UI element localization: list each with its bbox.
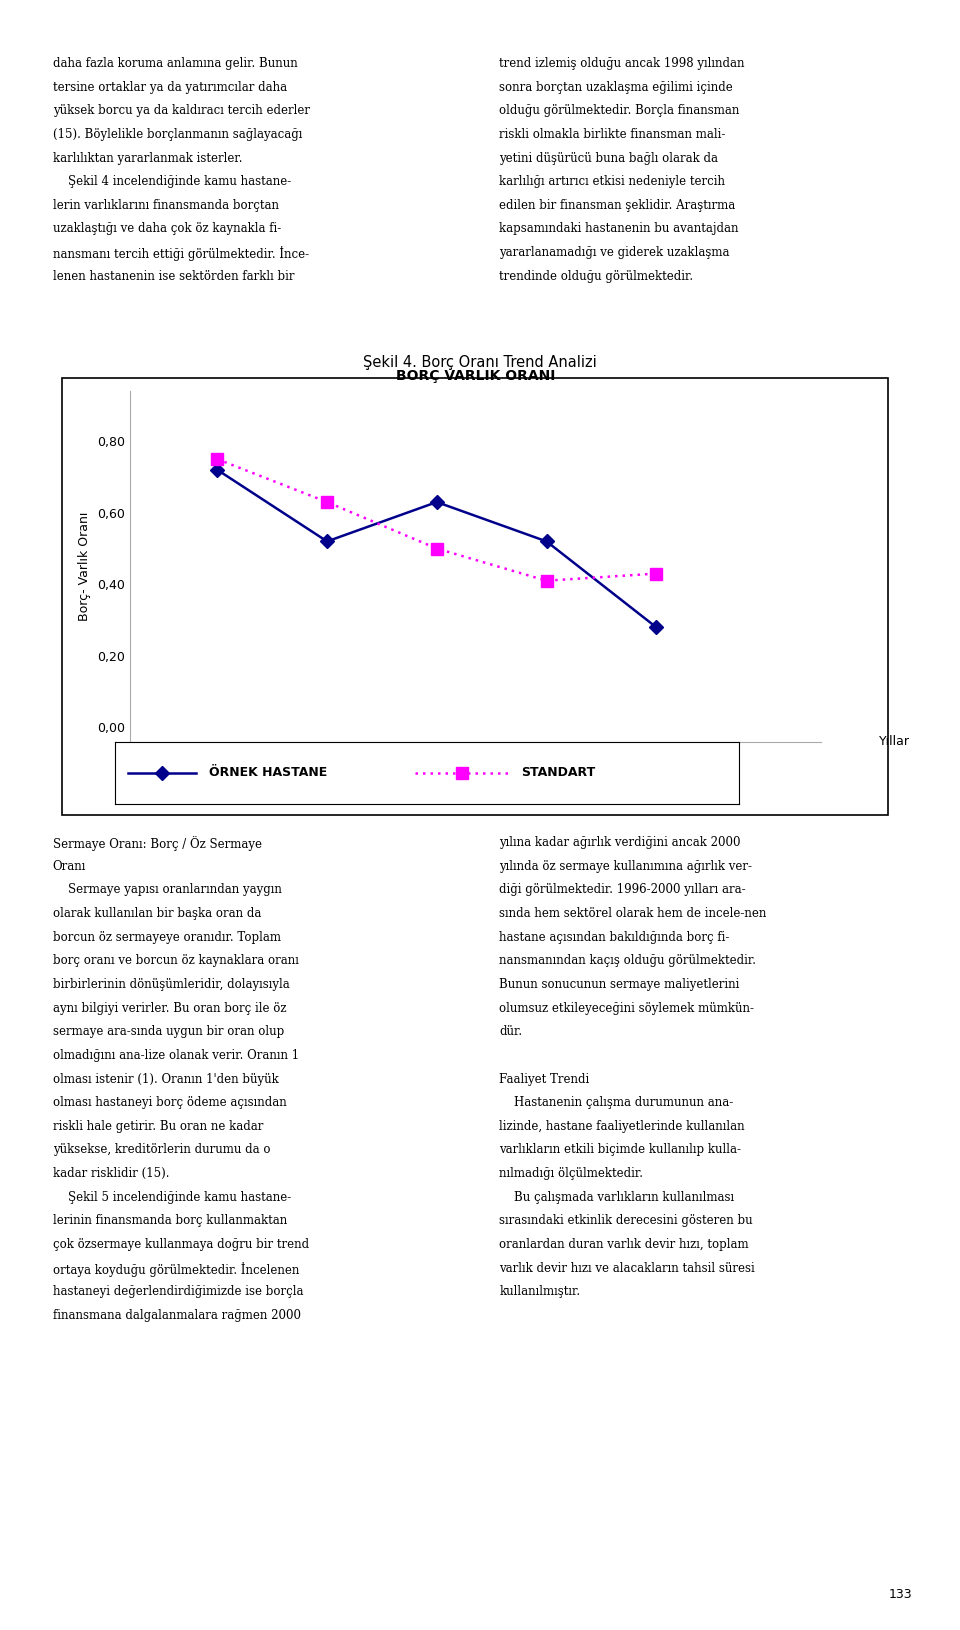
Text: sonra borçtan uzaklaşma eğilimi içinde: sonra borçtan uzaklaşma eğilimi içinde	[499, 80, 732, 93]
Text: hastane açısından bakıldığında borç fi-: hastane açısından bakıldığında borç fi-	[499, 931, 730, 944]
Text: 133: 133	[888, 1588, 912, 1601]
Text: hastaneyi değerlendirdiğimizde ise borçla: hastaneyi değerlendirdiğimizde ise borçl…	[53, 1284, 303, 1297]
Text: trend izlemiş olduğu ancak 1998 yılından: trend izlemiş olduğu ancak 1998 yılından	[499, 57, 745, 70]
Text: Şekil 5 incelendiğinde kamu hastane-: Şekil 5 incelendiğinde kamu hastane-	[53, 1190, 291, 1203]
Text: sırasındaki etkinlik derecesini gösteren bu: sırasındaki etkinlik derecesini gösteren…	[499, 1214, 753, 1227]
Text: riskli olmakla birlikte finansman mali-: riskli olmakla birlikte finansman mali-	[499, 127, 726, 140]
Text: borcun öz sermayeye oranıdır. Toplam: borcun öz sermayeye oranıdır. Toplam	[53, 931, 280, 944]
Y-axis label: Borç- Varlık Oranı: Borç- Varlık Oranı	[78, 512, 91, 621]
Text: olması hastaneyi borç ödeme açısından: olması hastaneyi borç ödeme açısından	[53, 1095, 286, 1108]
Text: lizinde, hastane faaliyetlerinde kullanılan: lizinde, hastane faaliyetlerinde kullanı…	[499, 1120, 745, 1133]
Text: kullanılmıştır.: kullanılmıştır.	[499, 1284, 581, 1297]
Text: varlıkların etkili biçimde kullanılıp kulla-: varlıkların etkili biçimde kullanılıp ku…	[499, 1144, 741, 1156]
Text: finansmana dalgalanmalara rağmen 2000: finansmana dalgalanmalara rağmen 2000	[53, 1309, 300, 1322]
Text: ortaya koyduğu görülmektedir. İncelenen: ortaya koyduğu görülmektedir. İncelenen	[53, 1262, 300, 1276]
Text: karlılıktan yararlanmak isterler.: karlılıktan yararlanmak isterler.	[53, 152, 242, 165]
Text: birbirlerinin dönüşümleridir, dolayısıyla: birbirlerinin dönüşümleridir, dolayısıyl…	[53, 978, 290, 991]
Text: edilen bir finansman şeklidir. Araştırma: edilen bir finansman şeklidir. Araştırma	[499, 199, 735, 212]
Text: çok özsermaye kullanmaya doğru bir trend: çok özsermaye kullanmaya doğru bir trend	[53, 1239, 309, 1250]
Title: BORÇ VARLIK ORANI: BORÇ VARLIK ORANI	[396, 368, 555, 383]
Text: Faaliyet Trendi: Faaliyet Trendi	[499, 1073, 589, 1086]
Text: Sermaye yapısı oranlarından yaygın: Sermaye yapısı oranlarından yaygın	[53, 883, 281, 896]
Text: olmadığını ana-lize olanak verir. Oranın 1: olmadığını ana-lize olanak verir. Oranın…	[53, 1050, 299, 1061]
Text: daha fazla koruma anlamına gelir. Bunun: daha fazla koruma anlamına gelir. Bunun	[53, 57, 298, 70]
Text: olduğu görülmektedir. Borçla finansman: olduğu görülmektedir. Borçla finansman	[499, 104, 739, 117]
Text: aynı bilgiyi verirler. Bu oran borç ile öz: aynı bilgiyi verirler. Bu oran borç ile …	[53, 1001, 286, 1014]
Text: Bu çalışmada varlıkların kullanılması: Bu çalışmada varlıkların kullanılması	[499, 1190, 734, 1203]
Text: Hastanenin çalışma durumunun ana-: Hastanenin çalışma durumunun ana-	[499, 1095, 733, 1108]
Text: trendinde olduğu görülmektedir.: trendinde olduğu görülmektedir.	[499, 269, 693, 282]
Text: borç oranı ve borcun öz kaynaklara oranı: borç oranı ve borcun öz kaynaklara oranı	[53, 954, 299, 967]
Text: dür.: dür.	[499, 1025, 522, 1038]
Text: Sermaye Oranı: Borç / Öz Sermaye: Sermaye Oranı: Borç / Öz Sermaye	[53, 836, 262, 851]
Text: olumsuz etkileyeceğini söylemek mümkün-: olumsuz etkileyeceğini söylemek mümkün-	[499, 1001, 755, 1014]
Text: yılında öz sermaye kullanımına ağırlık ver-: yılında öz sermaye kullanımına ağırlık v…	[499, 861, 753, 872]
Text: STANDART: STANDART	[520, 766, 595, 779]
Text: nılmadığı ölçülmektedir.: nılmadığı ölçülmektedir.	[499, 1167, 643, 1180]
Text: Şekil 4. Borç Oranı Trend Analizi: Şekil 4. Borç Oranı Trend Analizi	[363, 355, 597, 370]
Text: ÖRNEK HASTANE: ÖRNEK HASTANE	[209, 766, 327, 779]
Text: nansmanı tercih ettiği görülmektedir. İnce-: nansmanı tercih ettiği görülmektedir. İn…	[53, 246, 309, 261]
Text: kadar risklidir (15).: kadar risklidir (15).	[53, 1167, 169, 1180]
Text: varlık devir hızı ve alacakların tahsil süresi: varlık devir hızı ve alacakların tahsil …	[499, 1262, 755, 1275]
Text: uzaklaştığı ve daha çok öz kaynakla fi-: uzaklaştığı ve daha çok öz kaynakla fi-	[53, 223, 281, 235]
Text: yüksekse, kreditörlerin durumu da o: yüksekse, kreditörlerin durumu da o	[53, 1144, 271, 1156]
Text: yararlanamadığı ve giderek uzaklaşma: yararlanamadığı ve giderek uzaklaşma	[499, 246, 730, 259]
Text: diği görülmektedir. 1996-2000 yılları ara-: diği görülmektedir. 1996-2000 yılları ar…	[499, 883, 746, 896]
Text: riskli hale getirir. Bu oran ne kadar: riskli hale getirir. Bu oran ne kadar	[53, 1120, 263, 1133]
Text: yılına kadar ağırlık verdiğini ancak 2000: yılına kadar ağırlık verdiğini ancak 200…	[499, 836, 741, 849]
Text: lerin varlıklarını finansmanda borçtan: lerin varlıklarını finansmanda borçtan	[53, 199, 278, 212]
Text: sında hem sektörel olarak hem de incele-nen: sında hem sektörel olarak hem de incele-…	[499, 906, 767, 919]
Text: Oranı: Oranı	[53, 861, 86, 872]
Text: sermaye ara-sında uygun bir oran olup: sermaye ara-sında uygun bir oran olup	[53, 1025, 284, 1038]
Text: Yıllar: Yıllar	[879, 735, 910, 748]
Text: Bunun sonucunun sermaye maliyetlerini: Bunun sonucunun sermaye maliyetlerini	[499, 978, 739, 991]
Text: yetini düşürücü buna bağlı olarak da: yetini düşürücü buna bağlı olarak da	[499, 152, 718, 165]
Text: nansmanından kaçış olduğu görülmektedir.: nansmanından kaçış olduğu görülmektedir.	[499, 954, 756, 967]
Text: oranlardan duran varlık devir hızı, toplam: oranlardan duran varlık devir hızı, topl…	[499, 1239, 749, 1250]
Text: karlılığı artırıcı etkisi nedeniyle tercih: karlılığı artırıcı etkisi nedeniyle terc…	[499, 176, 725, 187]
Text: Şekil 4 incelendiğinde kamu hastane-: Şekil 4 incelendiğinde kamu hastane-	[53, 176, 291, 187]
Text: tersine ortaklar ya da yatırımcılar daha: tersine ortaklar ya da yatırımcılar daha	[53, 80, 287, 93]
Text: yüksek borcu ya da kaldıracı tercih ederler: yüksek borcu ya da kaldıracı tercih eder…	[53, 104, 310, 117]
Text: olması istenir (1). Oranın 1'den büyük: olması istenir (1). Oranın 1'den büyük	[53, 1073, 278, 1086]
Text: (15). Böylelikle borçlanmanın sağlayacağı: (15). Böylelikle borçlanmanın sağlayacağ…	[53, 127, 302, 140]
Text: kapsamındaki hastanenin bu avantajdan: kapsamındaki hastanenin bu avantajdan	[499, 223, 738, 235]
Text: lenen hastanenin ise sektörden farklı bir: lenen hastanenin ise sektörden farklı bi…	[53, 269, 295, 282]
Text: lerinin finansmanda borç kullanmaktan: lerinin finansmanda borç kullanmaktan	[53, 1214, 287, 1227]
Text: olarak kullanılan bir başka oran da: olarak kullanılan bir başka oran da	[53, 906, 261, 919]
